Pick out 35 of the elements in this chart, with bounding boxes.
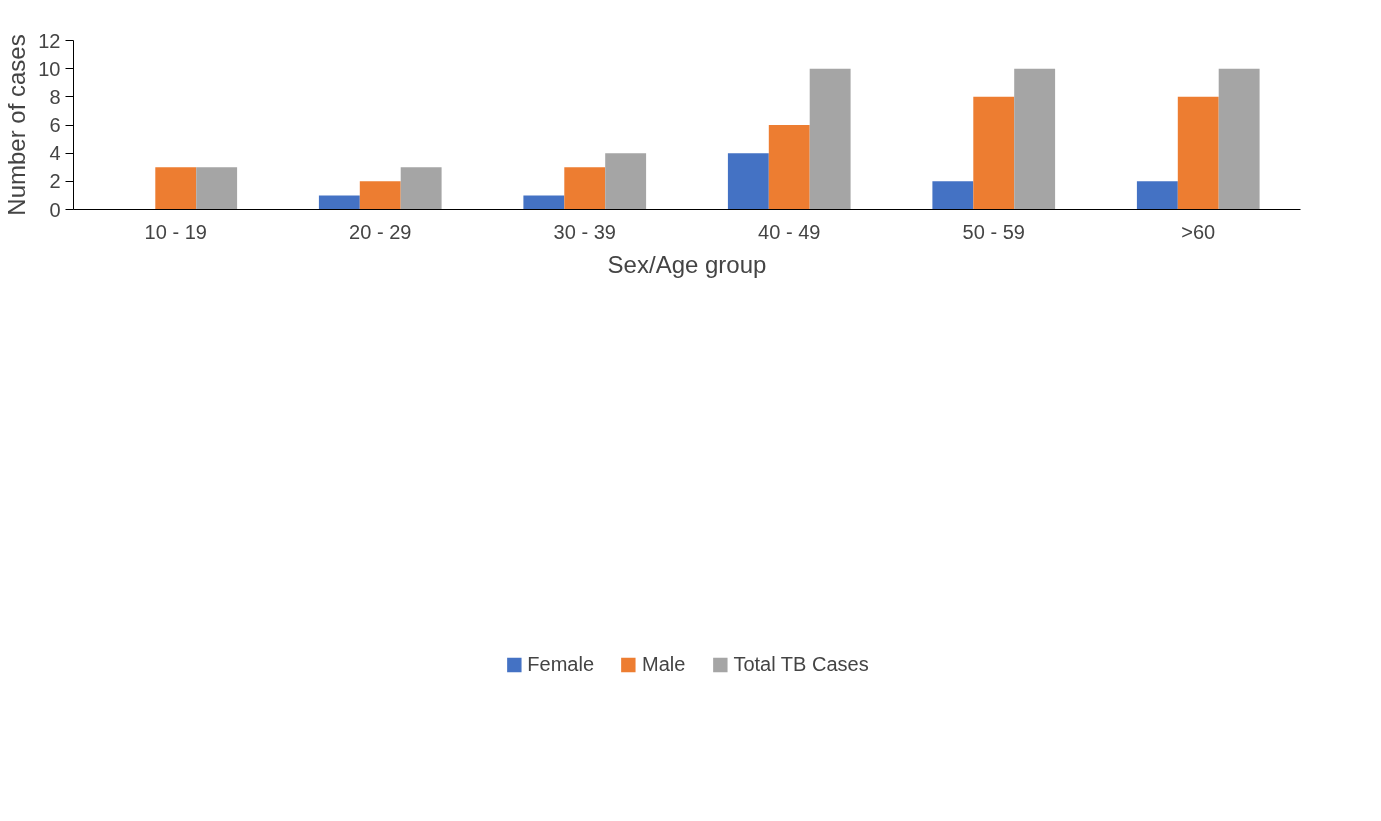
bar (1218, 68, 1260, 210)
y-tick-label: 6 (49, 114, 61, 136)
y-tick-label: 12 (38, 29, 61, 52)
x-tick-label: 10 - 19 (144, 220, 207, 243)
bar (318, 195, 360, 210)
x-tick-label: 50 - 59 (962, 220, 1025, 243)
bar (809, 68, 851, 210)
x-axis-title: Sex/Age group (607, 250, 767, 278)
bar (400, 167, 442, 210)
y-axis-title: Number of cases (3, 34, 31, 216)
y-tick-label: 0 (49, 198, 61, 221)
x-tick-label: 30 - 39 (553, 220, 616, 243)
legend-label: Total TB Cases (733, 652, 869, 676)
bar (1177, 96, 1219, 210)
bar (196, 167, 238, 210)
bar (605, 153, 647, 210)
x-tick-label: >60 (1181, 220, 1216, 243)
bar (564, 167, 606, 210)
bar (523, 195, 565, 210)
bar (932, 181, 974, 210)
bar (1014, 68, 1056, 210)
bar (359, 181, 401, 210)
y-tick-label: 4 (49, 142, 61, 165)
x-tick-label: 40 - 49 (758, 220, 821, 243)
y-tick-label: 8 (49, 85, 61, 108)
x-tick-label: 20 - 29 (349, 220, 412, 243)
legend-label: Female (527, 652, 595, 676)
legend-label: Male (642, 652, 686, 676)
bar (768, 125, 810, 210)
y-tick-label: 10 (38, 57, 61, 80)
bar (727, 153, 769, 210)
bar (973, 96, 1015, 210)
bar (155, 167, 197, 210)
y-tick-label: 2 (49, 170, 61, 193)
bar (1136, 181, 1178, 210)
